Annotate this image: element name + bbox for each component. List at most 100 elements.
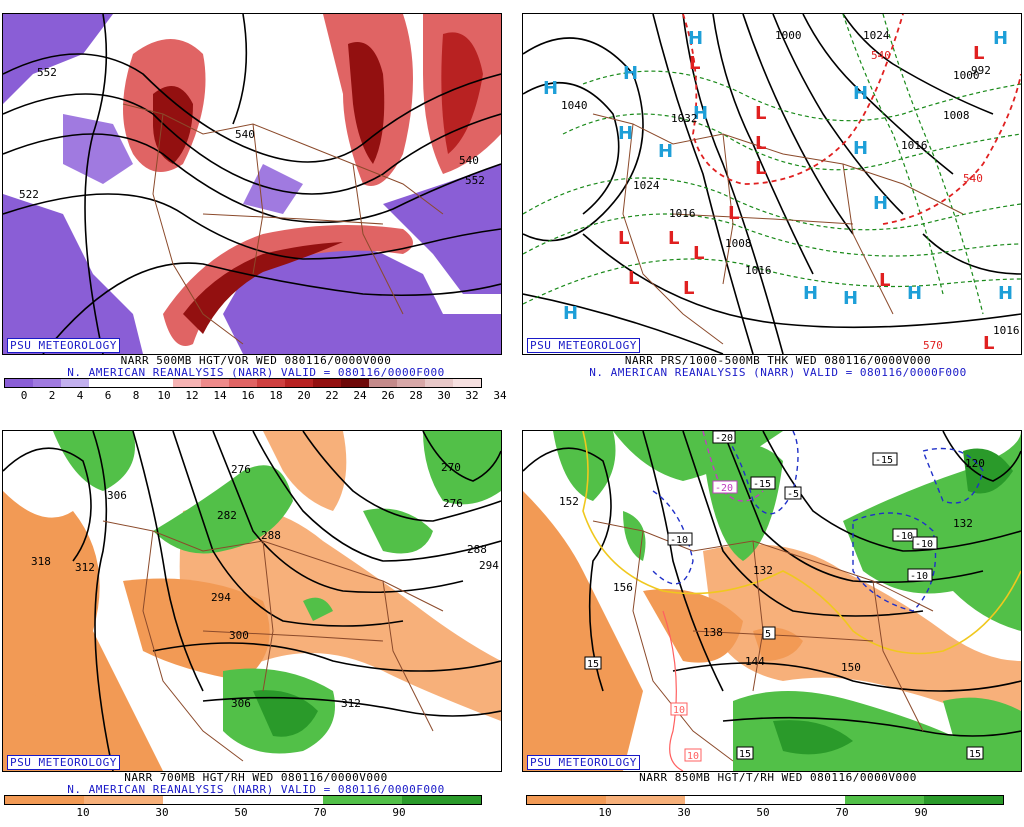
contour-label: 540	[235, 128, 255, 141]
colorbar-tick-label: 0	[20, 389, 28, 402]
psu-badge: PSU METEOROLOGY	[7, 755, 120, 770]
colorbar-tick-label: 24	[353, 389, 367, 402]
high-pressure-icon: H	[853, 138, 868, 159]
svg-text:5: 5	[765, 629, 771, 640]
rh-700-map: 306 318 312 276 282 288 294 300 306 312 …	[3, 431, 501, 771]
temp-label-box: -10	[892, 528, 918, 542]
panel-title: NARR 700MB HGT/RH WED 080116/0000V000	[124, 771, 388, 784]
contour-label: 156	[613, 581, 633, 594]
colorbar-tick-label: 10	[76, 806, 90, 819]
colorbar-tick-label: 28	[409, 389, 423, 402]
contour-label: 540	[459, 154, 479, 167]
colorbar-tick-label: 18	[269, 389, 283, 402]
high-pressure-icon: H	[993, 28, 1008, 49]
isobar-label: 1000	[953, 69, 980, 82]
temp-label-box: 15	[966, 746, 984, 760]
contour-label: 306	[107, 489, 127, 502]
low-pressure-icon: L	[683, 278, 694, 299]
colorbar-tick-label: 8	[132, 389, 140, 402]
map-frame: H H H H H H H H H H H H H H H L L L L	[522, 13, 1022, 355]
contour-label: 522	[19, 188, 39, 201]
isobar-label: 1040	[561, 99, 588, 112]
svg-text:-15: -15	[875, 455, 893, 466]
colorbar-tick-label: 90	[914, 806, 928, 819]
isobar-label: 1016	[993, 324, 1020, 337]
colorbar-tick-label: 26	[381, 389, 395, 402]
svg-text:-10: -10	[910, 571, 928, 582]
isobar-label: 992	[971, 64, 991, 77]
contour-label: 144	[745, 655, 765, 668]
isobar-label: 1016	[745, 264, 772, 277]
high-pressure-icon: H	[688, 28, 703, 49]
temp-label-box: 15	[736, 746, 754, 760]
colorbar-tick-label: 22	[325, 389, 339, 402]
colorbar-tick-label: 10	[157, 389, 171, 402]
low-pressure-icon: L	[618, 228, 629, 249]
temp-label-box: -10	[667, 532, 693, 546]
contour-label: 282	[217, 509, 237, 522]
map-frame: 306 318 312 276 282 288 294 300 306 312 …	[2, 430, 502, 772]
panel-700mb-rh: 306 318 312 276 282 288 294 300 306 312 …	[0, 418, 512, 827]
low-pressure-icon: L	[879, 270, 890, 291]
high-pressure-icon: H	[873, 193, 888, 214]
high-pressure-icon: H	[853, 83, 868, 104]
rh-colorbar	[4, 795, 482, 805]
contour-label: 132	[953, 517, 973, 530]
thickness-label: 540	[963, 172, 983, 185]
contour-label: 132	[753, 564, 773, 577]
contour-label: 300	[229, 629, 249, 642]
colorbar-tick-label: 34	[493, 389, 507, 402]
high-pressure-icon: H	[563, 303, 578, 324]
temp-label-box: -5	[784, 486, 802, 500]
low-pressure-icon: L	[689, 53, 700, 74]
thickness-label: 540	[871, 49, 891, 62]
contour-label: 294	[479, 559, 499, 572]
thickness-label: 570	[923, 339, 943, 352]
vorticity-map: 552 540 522 540 552	[3, 14, 501, 354]
temp-label-box: -10	[907, 568, 933, 582]
temp-label-box: -20	[712, 431, 736, 444]
low-pressure-icon: L	[755, 133, 766, 154]
colorbar-tick-label: 12	[185, 389, 199, 402]
colorbar-tick-label: 30	[155, 806, 169, 819]
contour-label: 270	[441, 461, 461, 474]
svg-text:-10: -10	[670, 535, 688, 546]
panel-subtitle: N. AMERICAN REANALYSIS (NARR) VALID = 08…	[67, 783, 445, 796]
colorbar-tick-label: 6	[104, 389, 112, 402]
isobar-label: 1016	[901, 139, 928, 152]
contour-label: 152	[559, 495, 579, 508]
isobar-label: 1024	[863, 29, 890, 42]
temp-850-map: 152 156 132 138 144 150 132 120 -20 -15 …	[523, 431, 1021, 771]
colorbar-tick-label: 32	[465, 389, 479, 402]
panel-subtitle: N. AMERICAN REANALYSIS (NARR) VALID = 08…	[589, 366, 967, 379]
rh-colorbar-ticks: 10 30 50 70 90	[526, 806, 1002, 819]
contour-label: 276	[231, 463, 251, 476]
map-frame: 152 156 132 138 144 150 132 120 -20 -15 …	[522, 430, 1022, 772]
colorbar-tick-label: 30	[677, 806, 691, 819]
svg-text:-10: -10	[915, 539, 933, 550]
colorbar-tick-label: 50	[756, 806, 770, 819]
panel-pressure-thickness: H H H H H H H H H H H H H H H L L L L	[512, 0, 1024, 409]
svg-text:-10: -10	[895, 531, 913, 542]
psu-badge: PSU METEOROLOGY	[527, 755, 640, 770]
temp-label-box: 15	[584, 656, 602, 670]
svg-text:10: 10	[673, 705, 685, 716]
vorticity-colorbar	[4, 378, 482, 388]
pressure-map: H H H H H H H H H H H H H H H L L L L	[523, 14, 1021, 354]
colorbar-tick-label: 70	[835, 806, 849, 819]
contour-label: 312	[75, 561, 95, 574]
contour-label: 552	[37, 66, 57, 79]
svg-text:10: 10	[687, 751, 699, 762]
contour-label: 552	[465, 174, 485, 187]
low-pressure-icon: L	[628, 268, 639, 289]
svg-text:-15: -15	[753, 479, 771, 490]
high-pressure-icon: H	[843, 288, 858, 309]
contour-label: 312	[341, 697, 361, 710]
psu-badge: PSU METEOROLOGY	[527, 338, 640, 353]
panel-title: NARR 850MB HGT/T/RH WED 080116/0000V000	[639, 771, 917, 784]
rh-colorbar	[526, 795, 1004, 805]
low-pressure-icon: L	[755, 158, 766, 179]
low-pressure-icon: L	[755, 103, 766, 124]
high-pressure-icon: H	[618, 123, 633, 144]
isobar-label: 1016	[669, 207, 696, 220]
